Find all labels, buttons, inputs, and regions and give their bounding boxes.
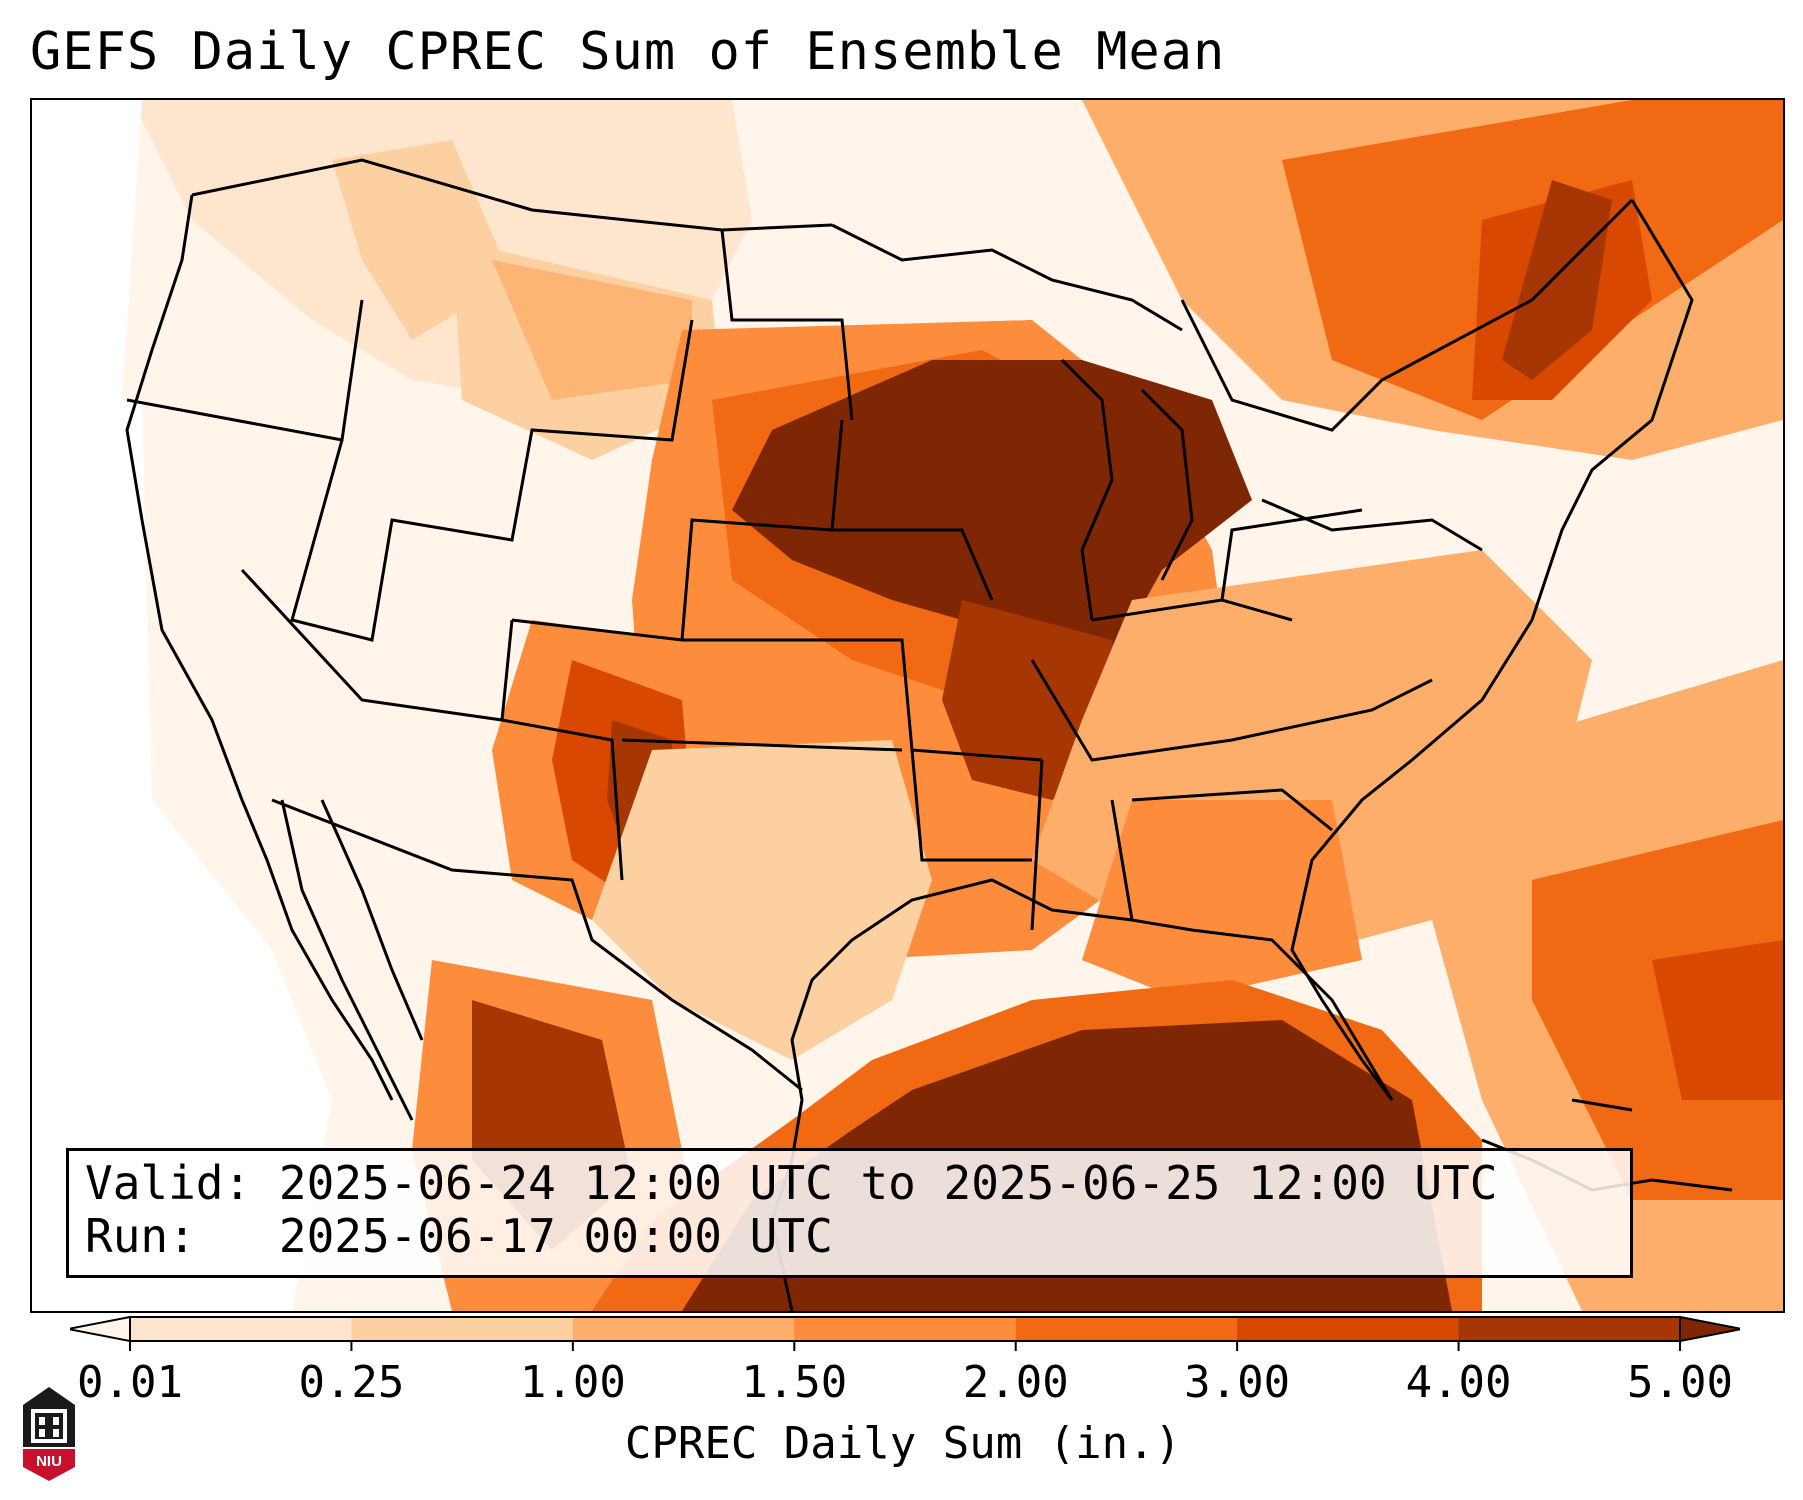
niu-logo: NIU xyxy=(21,1385,77,1481)
valid-label: Valid: xyxy=(85,1156,252,1210)
valid-time-range: 2025-06-24 12:00 UTC to 2025-06-25 12:00… xyxy=(278,1156,1498,1210)
run-label: Run: xyxy=(85,1209,196,1263)
colorbar-tick-label: 3.00 xyxy=(1184,1357,1291,1408)
colorbar-tick-label: 5.00 xyxy=(1627,1357,1733,1408)
chart-title: GEFS Daily CPREC Sum of Ensemble Mean xyxy=(30,22,1226,82)
colorbar-segment xyxy=(1237,1317,1460,1341)
colorbar-segment xyxy=(1015,1317,1238,1341)
colorbar-segment xyxy=(1458,1317,1681,1341)
validity-info-box: Valid: 2025-06-24 12:00 UTC to 2025-06-2… xyxy=(66,1148,1633,1278)
colorbar-tick-label: 4.00 xyxy=(1405,1357,1512,1408)
precipitation-map xyxy=(30,98,1785,1313)
colorbar-segment xyxy=(572,1317,795,1341)
svg-text:NIU: NIU xyxy=(36,1453,62,1470)
colorbar-tick-label: 1.50 xyxy=(741,1357,848,1408)
run-time: 2025-06-17 00:00 UTC xyxy=(278,1209,833,1263)
colorbar-tick-label: 1.00 xyxy=(519,1357,626,1408)
colorbar-extend-high xyxy=(1679,1315,1740,1343)
colorbar-segment xyxy=(794,1317,1017,1341)
colorbar-segment xyxy=(351,1317,574,1341)
colorbar-tick-label: 0.25 xyxy=(298,1357,405,1408)
colorbar-tick-label: 2.00 xyxy=(962,1357,1069,1408)
colorbar-tick-label: 0.01 xyxy=(77,1357,183,1408)
colorbar-extend-low xyxy=(70,1315,131,1343)
colorbar-label: CPREC Daily Sum (in.) xyxy=(624,1418,1182,1469)
colorbar xyxy=(70,1315,1740,1351)
colorbar-segment xyxy=(130,1317,352,1341)
